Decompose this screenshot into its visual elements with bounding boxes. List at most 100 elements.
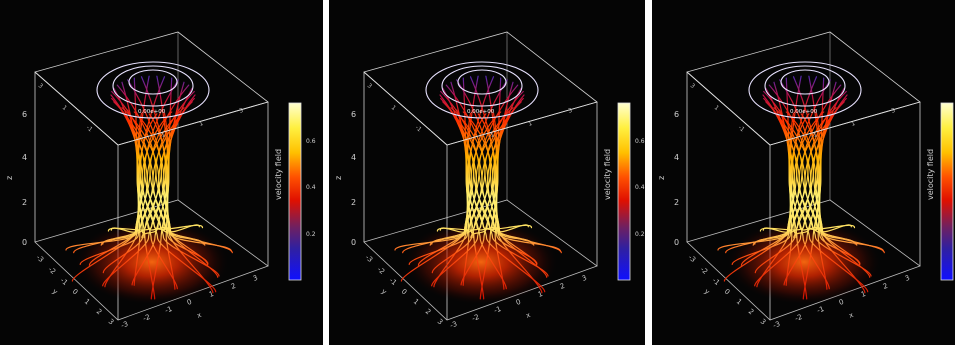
colorbar-gradient: [617, 102, 631, 281]
svg-text:-2: -2: [794, 313, 803, 323]
streamline: [725, 90, 847, 254]
streamline: [417, 84, 519, 266]
svg-text:0: 0: [723, 287, 732, 296]
svg-text:-1: -1: [388, 276, 398, 287]
svg-text:-1: -1: [414, 124, 423, 133]
svg-text:2: 2: [747, 307, 756, 316]
colorbar-tick-0.2: 0.2: [306, 231, 316, 238]
z-tick-2: 2: [351, 198, 356, 207]
z-tick-6: 6: [674, 110, 679, 119]
vortex-3d-plot: 0.00e+00 0 2 4 6 z -3 -2 -1 0 1 2 3 y -3…: [334, 31, 645, 330]
streamline: [802, 77, 825, 300]
x-axis-label: x: [196, 311, 203, 320]
contour-rings: [425, 61, 539, 119]
streamline: [768, 84, 861, 266]
streamline: [773, 81, 830, 290]
svg-text:-1: -1: [487, 131, 495, 140]
svg-text:3: 3: [107, 317, 116, 326]
svg-text:0: 0: [400, 287, 409, 296]
streamlines: [717, 75, 885, 300]
svg-text:3: 3: [759, 317, 768, 326]
svg-text:-1: -1: [85, 124, 94, 133]
z-axis: 0 2 4 6 z: [334, 110, 356, 247]
colorbar: velocity field 0.2 0.4 0.6: [603, 102, 645, 281]
z-axis: 0 2 4 6 z: [657, 110, 679, 247]
top-axis-ticks: 3 1 -1 -1 1 3: [689, 82, 897, 140]
streamline: [150, 77, 173, 300]
streamline: [462, 77, 485, 300]
z-tick-4: 4: [674, 153, 679, 162]
streamline: [113, 87, 217, 293]
svg-text:3: 3: [37, 82, 45, 90]
svg-text:-3: -3: [364, 253, 374, 264]
svg-text:-1: -1: [164, 305, 173, 315]
visualization-panel-3: 0.00e+00 0 2 4 6 z -3 -2 -1 0 1 2 3 y -3…: [652, 0, 955, 345]
svg-text:2: 2: [424, 307, 433, 316]
colorbar-title: velocity field: [603, 149, 612, 200]
svg-text:1: 1: [735, 297, 744, 306]
contour-rings: [96, 61, 210, 119]
svg-text:2: 2: [230, 282, 237, 291]
y-axis-label: y: [703, 287, 711, 296]
svg-text:-1: -1: [493, 305, 502, 315]
x-axis-label: x: [848, 311, 855, 320]
colorbar-tick-0.4: 0.4: [635, 184, 645, 191]
streamline: [88, 84, 190, 266]
streamline: [433, 76, 495, 288]
z-tick-4: 4: [22, 153, 27, 162]
svg-text:0: 0: [186, 298, 193, 307]
svg-text:3: 3: [904, 274, 911, 283]
streamline: [445, 84, 538, 266]
streamline: [756, 76, 818, 288]
y-axis: -3 -2 -1 0 1 2 3 y: [364, 253, 445, 326]
streamline: [104, 76, 166, 288]
svg-text:1: 1: [860, 290, 867, 299]
z-tick-6: 6: [351, 110, 356, 119]
streamline: [133, 77, 156, 300]
y-axis: -3 -2 -1 0 1 2 3 y: [687, 253, 768, 326]
z-tick-2: 2: [22, 198, 27, 207]
svg-text:-3: -3: [687, 253, 697, 264]
streamline: [73, 90, 195, 254]
contour-rings: [748, 61, 862, 119]
svg-text:-3: -3: [772, 320, 781, 330]
svg-text:-2: -2: [376, 265, 386, 276]
colorbar-title: velocity field: [926, 149, 935, 200]
streamline: [156, 75, 176, 290]
z-tick-0: 0: [22, 238, 27, 247]
svg-text:3: 3: [238, 107, 244, 115]
streamline: [740, 84, 842, 266]
colorbar-gradient: [940, 102, 954, 281]
z-axis: 0 2 4 6 z: [5, 110, 27, 247]
svg-text:3: 3: [252, 274, 259, 283]
streamline: [442, 87, 546, 293]
streamline: [783, 81, 837, 286]
z-axis-label: z: [5, 176, 14, 180]
svg-text:0: 0: [515, 298, 522, 307]
y-axis-label: y: [51, 287, 59, 296]
streamline: [400, 79, 508, 282]
svg-text:3: 3: [689, 82, 697, 90]
x-axis: -3 -2 -1 0 1 2 3 x: [772, 274, 911, 330]
streamline: [765, 87, 869, 293]
svg-text:1: 1: [208, 290, 215, 299]
colorbar-tick-0.4: 0.4: [306, 184, 316, 191]
top-axis-ticks: 3 1 -1 -1 1 3: [37, 82, 245, 140]
streamline: [116, 84, 209, 266]
svg-text:-2: -2: [699, 265, 709, 276]
x-axis: -3 -2 -1 0 1 2 3 x: [449, 274, 588, 330]
streamline: [808, 75, 828, 290]
streamline: [479, 77, 502, 300]
z-tick-4: 4: [351, 153, 356, 162]
streamline: [785, 77, 808, 300]
colorbar-tick-0.2: 0.2: [635, 231, 645, 238]
contour-label: 0.00e+00: [138, 109, 166, 115]
x-axis: -3 -2 -1 0 1 2 3 x: [120, 274, 259, 330]
colorbar: velocity field 0.2 0.4 0.6: [274, 102, 316, 281]
streamlines: [394, 75, 562, 300]
vortex-3d-plot: 0.00e+00 0 2 4 6 z -3 -2 -1 0 1 2 3 y -3…: [5, 31, 316, 330]
z-tick-0: 0: [351, 238, 356, 247]
svg-text:-2: -2: [47, 265, 57, 276]
streamline: [450, 81, 507, 290]
svg-text:1: 1: [61, 104, 69, 112]
